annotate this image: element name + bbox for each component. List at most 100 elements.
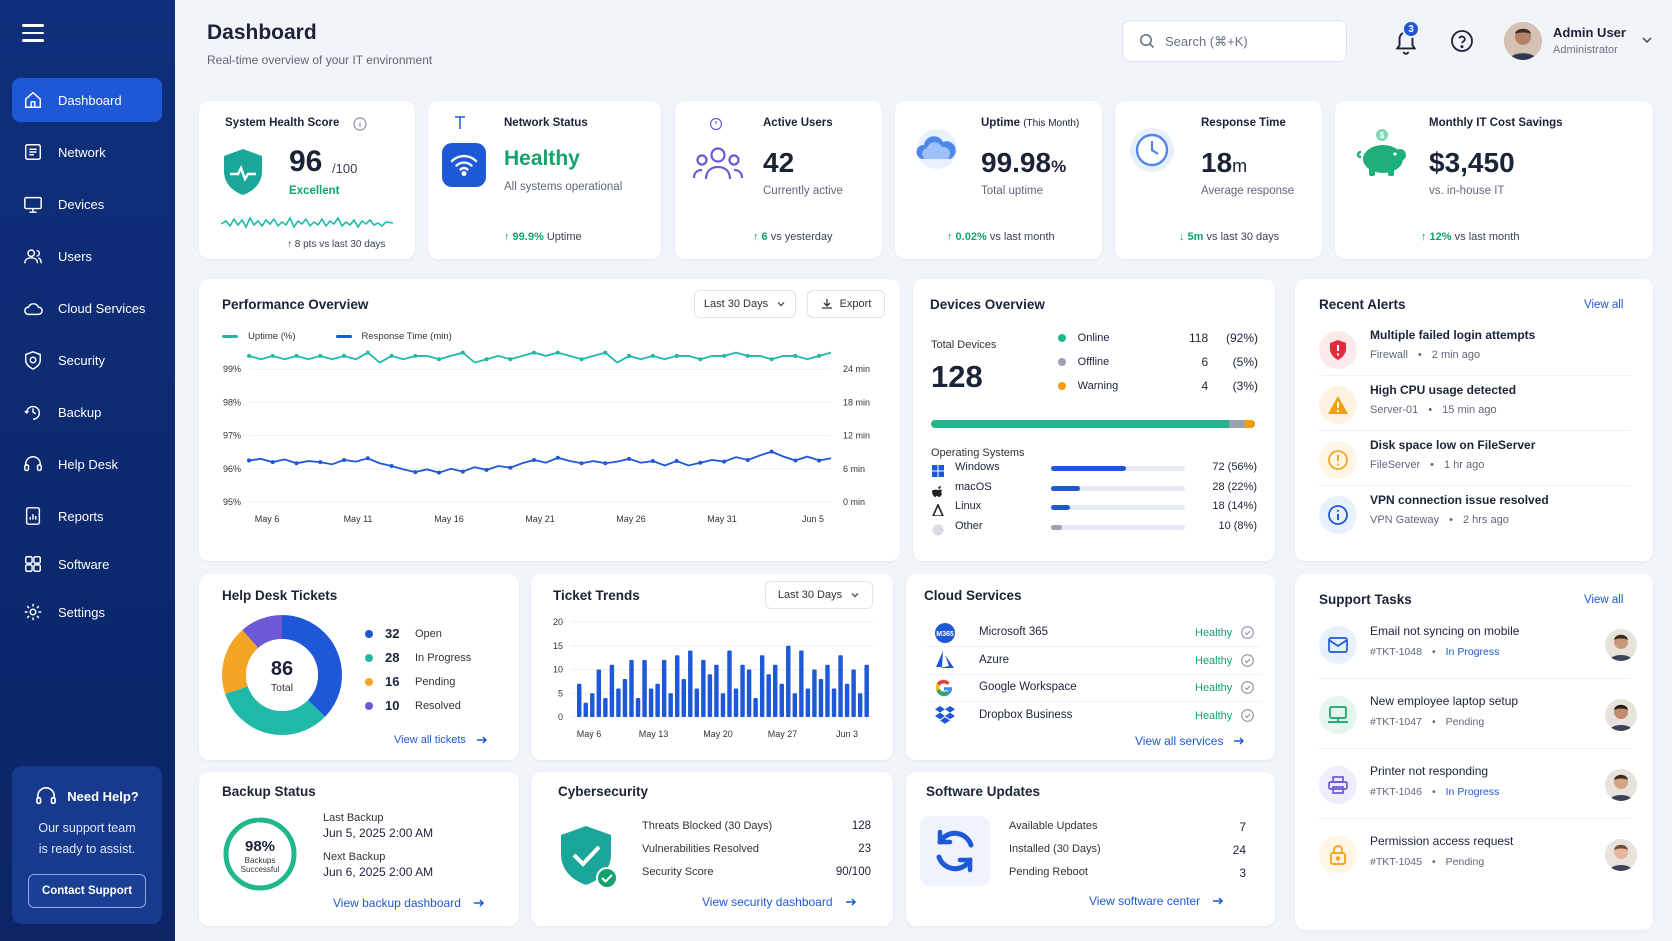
bar bbox=[818, 679, 824, 717]
cyber-row-label: Security Score bbox=[642, 866, 714, 878]
data-point bbox=[817, 353, 822, 358]
check-circle-icon bbox=[1241, 681, 1254, 699]
data-point bbox=[389, 464, 394, 469]
range-dropdown[interactable]: Last 30 Days bbox=[694, 290, 796, 318]
info-icon[interactable] bbox=[353, 117, 367, 131]
view-all-tickets-link[interactable]: View all tickets bbox=[394, 734, 488, 746]
cyber-row-label: Vulnerabilities Resolved bbox=[642, 843, 759, 855]
user-role: Administrator bbox=[1553, 44, 1618, 56]
search-input[interactable] bbox=[1165, 33, 1335, 49]
shield-alert-icon bbox=[1319, 331, 1357, 369]
task-title[interactable]: Email not syncing on mobile bbox=[1370, 624, 1520, 638]
backup-percent: 98% bbox=[244, 838, 276, 855]
x-tick: Jun 5 bbox=[802, 514, 824, 524]
refresh-icon bbox=[936, 829, 974, 873]
cloud-service-name[interactable]: Azure bbox=[979, 653, 1010, 666]
data-point bbox=[674, 459, 679, 464]
contact-support-button[interactable]: Contact Support bbox=[28, 874, 146, 908]
device-status-row: Warning 4 (3%) bbox=[1058, 379, 1258, 393]
security-dashboard-link[interactable]: View security dashboard bbox=[702, 895, 857, 909]
software-center-link[interactable]: View software center bbox=[1089, 894, 1224, 908]
alerts-view-all-link[interactable]: View all bbox=[1584, 299, 1624, 311]
tickets-card: Help Desk Tickets 86 Total View all tick… bbox=[199, 574, 519, 760]
bar bbox=[864, 664, 869, 717]
legend-dot bbox=[365, 653, 373, 662]
alert-title[interactable]: VPN connection issue resolved bbox=[1370, 493, 1549, 507]
cloud-service-name[interactable]: Microsoft 365 bbox=[979, 626, 1049, 638]
bar bbox=[609, 664, 615, 717]
divider bbox=[1319, 818, 1631, 819]
bar bbox=[805, 688, 811, 717]
bar bbox=[740, 664, 745, 717]
cloud-service-name[interactable]: Dropbox Business bbox=[979, 708, 1073, 721]
y-right-tick: 6 min bbox=[843, 464, 865, 474]
chevron-down-icon[interactable] bbox=[1641, 34, 1653, 46]
data-point bbox=[579, 461, 584, 466]
ring-progress bbox=[223, 817, 297, 891]
sidebar-item-network[interactable]: Network bbox=[12, 130, 162, 174]
backup-dashboard-link[interactable]: View backup dashboard bbox=[333, 896, 485, 910]
cloud-service-name[interactable]: Google Workspace bbox=[979, 681, 1077, 693]
ticket-legend-row: 28 In Progress bbox=[365, 650, 471, 665]
bar bbox=[648, 688, 654, 717]
sidebar-item-dashboard[interactable]: Dashboard bbox=[12, 78, 162, 122]
sidebar-item-label: Reports bbox=[58, 508, 104, 524]
sidebar-item-users[interactable]: Users bbox=[12, 234, 162, 278]
menu-icon[interactable] bbox=[22, 24, 44, 42]
task-meta: #TKT-1046 • In Progress bbox=[1370, 786, 1499, 798]
data-point bbox=[270, 460, 275, 465]
task-status: Pending bbox=[1445, 716, 1485, 728]
task-title[interactable]: Printer not responding bbox=[1370, 764, 1489, 778]
software-row-value: 3 bbox=[1239, 866, 1246, 880]
backup-label-2: Successful bbox=[240, 865, 280, 874]
kpi-sub: vs. in-house IT bbox=[1429, 185, 1505, 197]
export-button[interactable]: Export bbox=[807, 290, 885, 318]
range-label: Last 30 Days bbox=[777, 589, 843, 601]
cloud-service-status: Healthy bbox=[1195, 627, 1233, 639]
kpi-card-users: Active Users 42 Currently active ↑ 6 vs … bbox=[675, 101, 882, 259]
sidebar-item-cloud-services[interactable]: Cloud Services bbox=[12, 286, 162, 330]
bar bbox=[792, 693, 798, 717]
sidebar-item-devices[interactable]: Devices bbox=[12, 182, 162, 226]
info-icon bbox=[1319, 496, 1357, 534]
kpi-sub: All systems operational bbox=[504, 181, 623, 193]
kpi-card-savings: $ Monthly IT Cost Savings $3,450 vs. in-… bbox=[1335, 101, 1653, 259]
ticket-label: In Progress bbox=[415, 651, 472, 664]
mail-icon bbox=[1319, 626, 1357, 664]
sidebar-item-label: Network bbox=[58, 144, 106, 160]
ticket-label: Resolved bbox=[415, 699, 461, 712]
alert-source: VPN Gateway bbox=[1370, 514, 1440, 526]
alert-title[interactable]: Multiple failed login attempts bbox=[1370, 328, 1536, 342]
card-title: Support Tasks bbox=[1319, 592, 1412, 607]
trends-range-dropdown[interactable]: Last 30 Days bbox=[765, 581, 873, 609]
lock-icon bbox=[1319, 836, 1357, 874]
sidebar-item-reports[interactable]: Reports bbox=[12, 494, 162, 538]
data-point bbox=[555, 350, 560, 355]
task-title[interactable]: Permission access request bbox=[1370, 834, 1514, 848]
sidebar-item-backup[interactable]: Backup bbox=[12, 390, 162, 434]
sidebar-item-help-desk[interactable]: Help Desk bbox=[12, 442, 162, 486]
sidebar-item-settings[interactable]: Settings bbox=[12, 590, 162, 634]
view-all-services-link[interactable]: View all services bbox=[1135, 734, 1245, 748]
tasks-view-all-link[interactable]: View all bbox=[1584, 594, 1624, 606]
alert-title[interactable]: High CPU usage detected bbox=[1370, 383, 1517, 397]
help-icon[interactable] bbox=[1450, 29, 1474, 53]
os-bar-track bbox=[1051, 524, 1185, 530]
sidebar-item-security[interactable]: Security bbox=[12, 338, 162, 382]
alert-title[interactable]: Disk space low on FileServer bbox=[1370, 438, 1536, 452]
total-devices-value: 128 bbox=[931, 359, 983, 394]
sidebar-item-software[interactable]: Software bbox=[12, 542, 162, 586]
data-point bbox=[793, 353, 798, 358]
bar bbox=[681, 679, 686, 717]
chevron-down-icon bbox=[851, 593, 859, 598]
search-box bbox=[1122, 20, 1347, 62]
sidebar-item-label: Cloud Services bbox=[58, 300, 146, 316]
y-left-tick: 97% bbox=[223, 431, 241, 441]
bar bbox=[727, 650, 732, 717]
bar bbox=[629, 660, 634, 717]
avatar[interactable] bbox=[1504, 22, 1542, 60]
task-title[interactable]: New employee laptop setup bbox=[1370, 694, 1519, 708]
meta-separator: • bbox=[1431, 856, 1436, 868]
alert-time: 15 min ago bbox=[1442, 404, 1497, 416]
sidebar-item-label: Settings bbox=[58, 604, 105, 620]
